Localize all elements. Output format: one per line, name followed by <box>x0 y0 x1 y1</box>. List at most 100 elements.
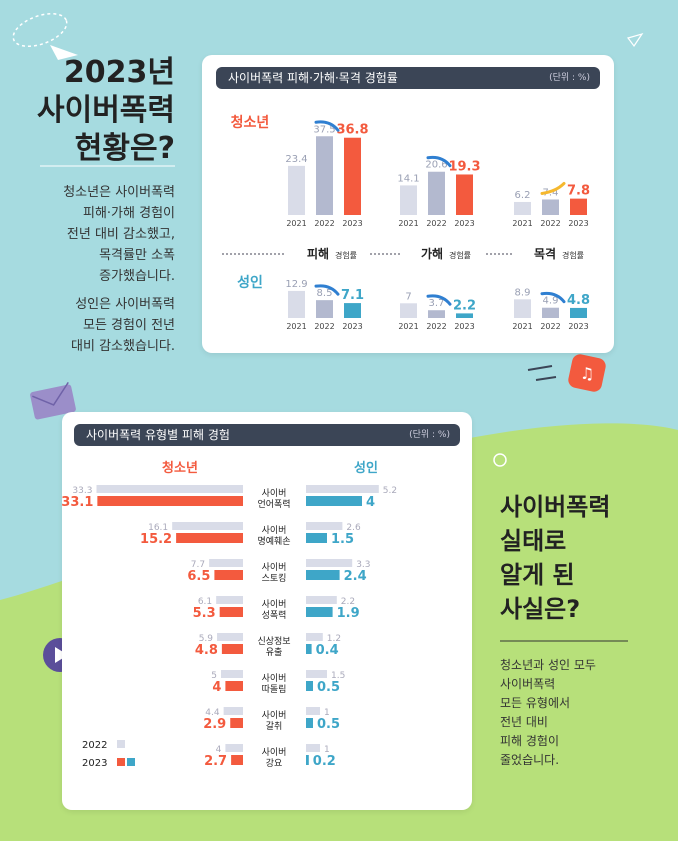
bar-adult-2022 <box>306 670 327 678</box>
intro-p2-line: 대비 감소했습니다. <box>71 339 175 354</box>
group-label-youth: 청소년 <box>162 460 198 476</box>
label-youth-2023: 4 <box>212 680 221 695</box>
label-adult-2023: 0.5 <box>317 717 340 732</box>
category-label: 성폭력 <box>262 609 287 621</box>
bar <box>570 198 587 215</box>
bar <box>542 307 559 318</box>
outro-block: 사이버폭력 실태로 알게 된 사실은? <box>500 490 660 626</box>
category-label: 유출 <box>266 647 283 658</box>
bar <box>428 171 445 215</box>
label-adult-2023: 2.4 <box>344 569 367 584</box>
bar <box>400 185 417 215</box>
category-label: 사이버 <box>262 673 287 684</box>
doodle-orbit <box>12 12 68 48</box>
experience-chart-card: 사이버폭력 피해·가해·목격 경험률 (단위 : %) 청소년 23.4 2021 3… <box>202 55 614 353</box>
label-adult-2022: 5.2 <box>383 486 397 496</box>
year-tick-label: 2021 <box>398 219 418 228</box>
intro-p2-line: 성인은 사이버폭력 <box>75 297 175 312</box>
label-adult-2023: 1.9 <box>337 606 360 621</box>
data-label: 37.5 <box>313 124 335 135</box>
outro-p-line: 피해 경험이 <box>500 734 560 748</box>
intro-p2-line: 모든 경험이 전년 <box>83 318 175 333</box>
year-tick-label: 2021 <box>512 322 532 331</box>
type-chart-card: 사이버폭력 유형별 피해 경험 (단위 : %) 청소년 성인 사이버 언어폭력 33.… <box>62 412 472 810</box>
label-adult-2023: 1.5 <box>331 532 354 547</box>
label-youth-2023: 2.9 <box>203 717 226 732</box>
category-label: 신상정보 <box>257 636 290 647</box>
bar-adult-2023 <box>306 755 309 765</box>
legend-label-2023: 2023 <box>82 758 107 769</box>
label-youth-2022: 7.7 <box>191 560 205 570</box>
bar-youth-2022 <box>209 559 243 567</box>
type-chart: 청소년 성인사이버언어폭력33.333.15.24사이버명예훼손16.115.22… <box>62 460 397 769</box>
bar-youth-2023 <box>225 681 243 691</box>
bar <box>456 313 473 318</box>
label-youth-2023: 33.1 <box>62 495 93 510</box>
small-plane-icon <box>626 32 644 48</box>
year-tick-label: 2022 <box>314 322 334 331</box>
bar-youth-2022 <box>223 707 243 715</box>
legend-swatch-2023-youth <box>117 758 125 766</box>
data-label: 2.2 <box>453 298 476 313</box>
bar <box>288 165 305 215</box>
trend-arrow-icon <box>426 294 452 306</box>
category-label: 피해 <box>307 246 329 261</box>
bar-adult-2022 <box>306 559 353 567</box>
experience-chart: 청소년 23.4 2021 37.5 2022 36.8 2023 14.1 2021 20.6 2… <box>222 115 597 331</box>
category-suffix: 경험률 <box>335 250 357 260</box>
outro-title-line-2: 실태로 <box>500 527 567 555</box>
data-label: 14.1 <box>397 173 419 184</box>
bar <box>514 299 531 318</box>
label-adult-2022: 1 <box>324 745 330 755</box>
data-label: 4.8 <box>567 293 590 308</box>
year-tick-label: 2023 <box>342 219 362 228</box>
category-label: 강요 <box>266 758 283 769</box>
experience-chart-unit: (단위 : %) <box>549 73 590 83</box>
outro-p-line: 청소년과 성인 모두 <box>500 658 596 672</box>
bar-youth-2022 <box>217 633 243 641</box>
data-label: 23.4 <box>285 154 307 165</box>
category-label: 언어폭력 <box>257 498 290 510</box>
label-adult-2023: 0.4 <box>316 643 339 658</box>
year-tick-label: 2023 <box>454 322 474 331</box>
bar <box>542 199 559 215</box>
data-label: 7.1 <box>341 288 364 303</box>
bar <box>316 136 333 215</box>
data-label: 20.6 <box>425 160 447 171</box>
outro-p-line: 전년 대비 <box>500 715 548 729</box>
label-adult-2022: 3.3 <box>356 560 370 570</box>
bar-adult-2022 <box>306 707 320 715</box>
bar <box>456 174 473 215</box>
year-tick-label: 2023 <box>568 219 588 228</box>
intro-title-line-2: 사이버폭력 <box>37 93 175 128</box>
category-label: 목격 <box>534 246 556 261</box>
category-label: 가해 <box>421 246 443 261</box>
label-youth-2023: 2.7 <box>204 754 227 769</box>
group-label-adult: 성인 <box>354 460 378 476</box>
outro-p-line: 사이버폭력 <box>500 677 556 691</box>
bar-adult-2023 <box>306 718 313 728</box>
trend-arrow-icon <box>314 120 340 132</box>
label-youth-2022: 6.1 <box>198 597 212 607</box>
label-youth-2023: 15.2 <box>140 532 172 547</box>
data-label: 19.3 <box>448 159 480 174</box>
bar-adult-2022 <box>306 522 343 530</box>
label-adult-2023: 0.5 <box>317 680 340 695</box>
intro-p1-line: 피해·가해 경험이 <box>83 206 175 221</box>
series-label-0: 청소년 <box>231 115 270 131</box>
label-adult-2022: 2.6 <box>346 523 361 533</box>
category-label: 스토킹 <box>262 572 287 584</box>
category-bg <box>513 245 597 263</box>
legend-swatch-2022 <box>117 740 125 748</box>
data-label: 7 <box>405 291 411 302</box>
bar-youth-2022 <box>216 596 243 604</box>
year-tick-label: 2022 <box>314 219 334 228</box>
category-label: 사이버 <box>262 525 287 536</box>
series-label-1: 성인 <box>237 274 263 291</box>
bar-youth-2023 <box>214 570 243 580</box>
bar-youth-2023 <box>231 755 243 765</box>
intro-p1-line: 전년 대비 감소했고, <box>66 227 175 242</box>
legend-swatch-2023-adult <box>127 758 135 766</box>
bar-youth-2023 <box>221 644 243 654</box>
bar <box>288 290 305 318</box>
